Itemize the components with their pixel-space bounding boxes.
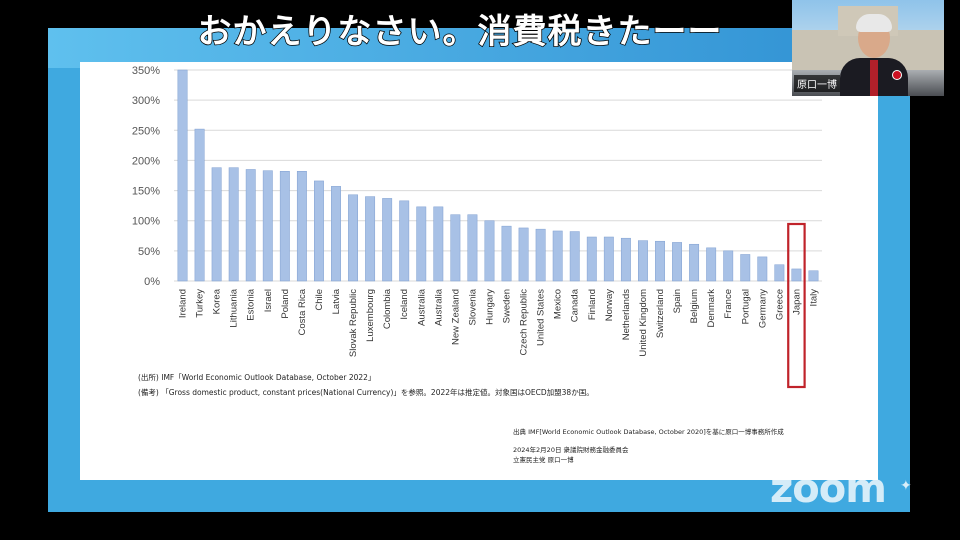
bar	[382, 198, 393, 282]
x-tick-label: Japan	[791, 289, 802, 315]
y-tick-label: 50%	[138, 246, 160, 258]
bar	[245, 169, 256, 282]
bar	[706, 247, 717, 282]
x-tick-label: Lithuania	[229, 288, 240, 327]
x-tick-label: Hungary	[484, 289, 495, 325]
bar	[620, 237, 631, 282]
x-tick-label: Norway	[604, 289, 615, 321]
y-tick-label: 300%	[132, 95, 160, 107]
y-tick-label: 250%	[132, 125, 160, 137]
bar	[638, 240, 648, 282]
x-tick-label: Spain	[672, 289, 683, 313]
bar	[655, 240, 665, 282]
x-tick-label: Australia	[416, 288, 427, 326]
sparkle-icon: ✦	[900, 478, 912, 494]
bar	[296, 171, 307, 282]
bar	[689, 243, 700, 282]
x-tick-label: United States	[536, 289, 547, 346]
bar	[365, 196, 376, 282]
credit-date: 2024年2月20日 衆議院財務金融委員会	[513, 446, 629, 454]
participant-name-label: 原口一博	[794, 75, 840, 92]
x-tick-label: Denmark	[706, 289, 717, 328]
bar	[450, 214, 461, 282]
x-tick-label: Luxembourg	[365, 289, 376, 342]
bar	[433, 206, 444, 282]
y-tick-label: 200%	[132, 155, 160, 167]
x-tick-label: Italy	[808, 289, 819, 307]
x-tick-label: Korea	[212, 288, 223, 314]
bar	[569, 231, 580, 282]
remark-note: (備考) 「Gross domestic product, constant p…	[138, 388, 594, 397]
bar	[467, 214, 478, 282]
bar	[518, 227, 529, 282]
bar	[535, 228, 546, 282]
bar	[314, 180, 324, 282]
x-tick-label: Mexico	[553, 289, 564, 319]
bar	[791, 268, 802, 282]
bar	[740, 254, 751, 282]
x-tick-label: New Zealand	[450, 289, 461, 345]
bar	[228, 167, 239, 282]
y-tick-label: 150%	[132, 186, 160, 198]
x-tick-label: United Kingdom	[638, 289, 649, 357]
x-tick-label: Slovenia	[467, 288, 478, 325]
credit-author: 立憲民主党 原口一博	[513, 456, 574, 464]
x-tick-label: Switzerland	[655, 289, 666, 338]
x-tick-label: Czech Republic	[519, 289, 530, 356]
participant-video[interactable]: 原口一博	[792, 0, 944, 96]
x-tick-label: Costa Rica	[297, 288, 308, 335]
x-tick-label: France	[723, 289, 734, 319]
x-tick-label: Portugal	[740, 289, 751, 324]
bar	[399, 200, 410, 282]
bar	[552, 230, 563, 282]
bar	[603, 236, 614, 282]
bar	[279, 171, 290, 282]
x-tick-label: Israel	[263, 289, 274, 312]
bar	[808, 270, 819, 282]
bar	[672, 242, 682, 282]
x-tick-label: Germany	[757, 289, 768, 328]
bar	[586, 236, 597, 282]
bar	[501, 225, 512, 282]
bar	[211, 167, 222, 282]
bar	[723, 250, 734, 282]
highlight-box	[787, 222, 806, 389]
bar	[194, 128, 205, 282]
x-tick-label: Australia	[433, 288, 444, 326]
chart-card: 0% 50% 100% 150% 200% 250% 300% 350% Ireland Turk…	[80, 62, 878, 480]
x-tick-label: Colombia	[382, 288, 393, 329]
x-tick-label: Canada	[570, 288, 581, 322]
x-tick-label: Greece	[774, 289, 785, 320]
x-tick-label: Ireland	[178, 289, 189, 318]
y-tick-label: 350%	[132, 65, 160, 77]
bar-chart: 0% 50% 100% 150% 200% 250% 300% 350% Ireland Turk…	[132, 65, 822, 389]
bar	[484, 220, 495, 282]
bar	[774, 264, 785, 282]
x-tick-label: Slovak Republic	[348, 289, 359, 357]
y-tick-label: 0%	[144, 276, 160, 288]
bar	[416, 206, 427, 282]
x-tick-label: Netherlands	[621, 289, 632, 340]
source-note: (出所) IMF「World Economic Outlook Database…	[138, 373, 376, 382]
x-tick-label: Chile	[314, 289, 325, 311]
bar	[348, 194, 358, 282]
subtitle-caption: おかえりなさい。消費税きたーー	[197, 11, 723, 53]
x-tick-label: Belgium	[689, 289, 700, 323]
x-tick-label: Sweden	[502, 289, 513, 323]
bar	[177, 69, 188, 282]
y-tick-label: 100%	[132, 216, 160, 228]
credit-source: 出典 IMF[World Economic Outlook Database, …	[513, 428, 784, 436]
x-tick-label: Turkey	[195, 289, 206, 318]
x-tick-label: Estonia	[246, 288, 257, 320]
zoom-watermark: zoom	[770, 466, 887, 512]
bar	[757, 256, 768, 282]
x-tick-label: Poland	[280, 289, 291, 319]
x-tick-label: Finland	[587, 289, 598, 320]
bar	[262, 170, 273, 282]
x-tick-label: Iceland	[399, 289, 410, 320]
slide-header-band	[48, 28, 910, 68]
participant-figure	[840, 14, 908, 96]
x-tick-label: Latvia	[331, 288, 342, 314]
bar	[331, 186, 341, 282]
